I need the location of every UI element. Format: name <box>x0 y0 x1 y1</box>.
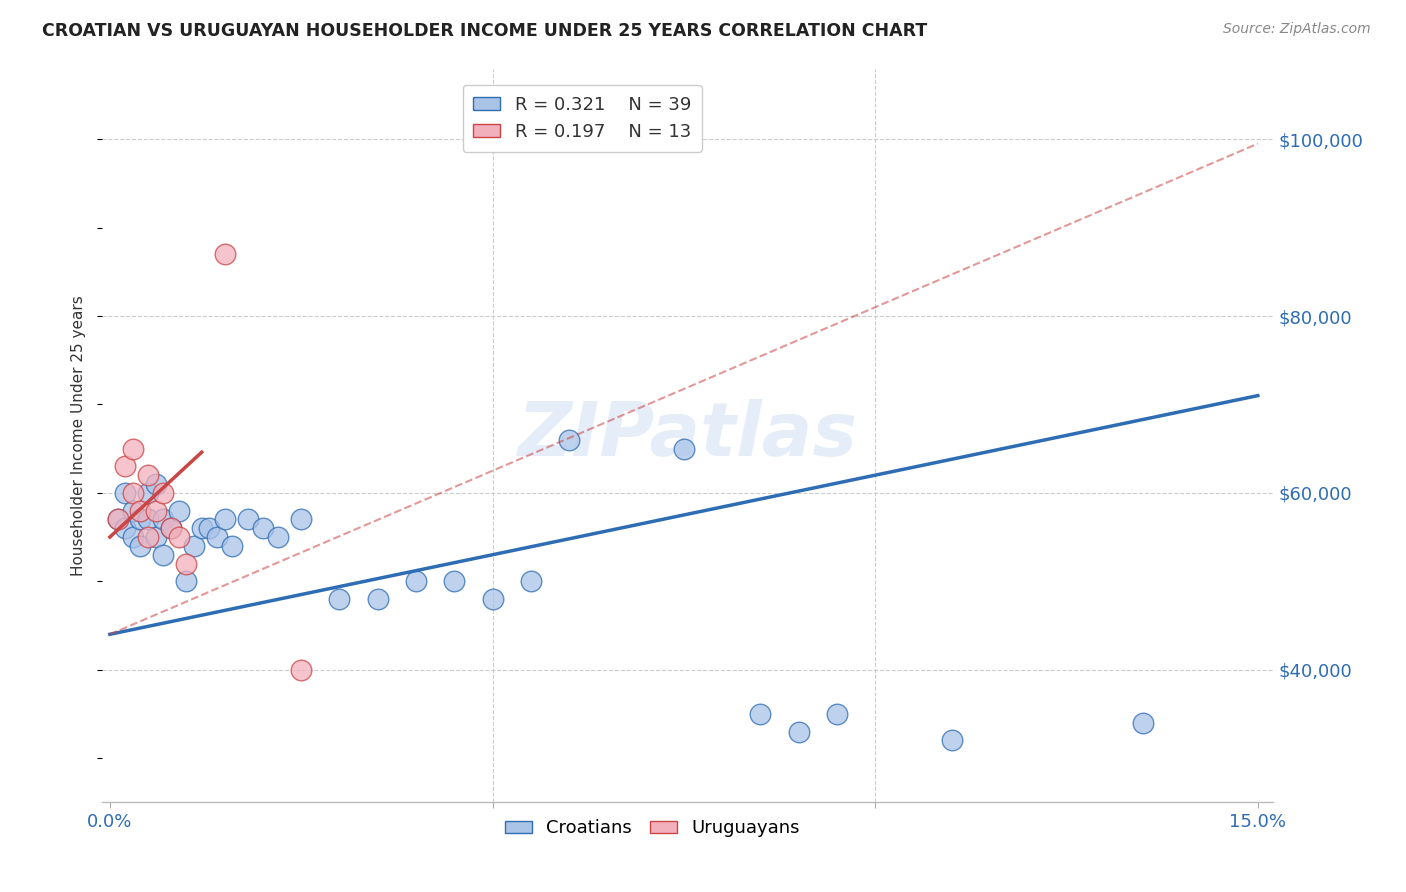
Point <box>252 521 274 535</box>
Text: CROATIAN VS URUGUAYAN HOUSEHOLDER INCOME UNDER 25 YEARS CORRELATION CHART: CROATIAN VS URUGUAYAN HOUSEHOLDER INCOME… <box>42 22 928 40</box>
Point <box>107 512 129 526</box>
Point <box>214 247 236 261</box>
Point <box>236 512 259 526</box>
Point <box>160 521 183 535</box>
Legend: Croatians, Uruguayans: Croatians, Uruguayans <box>498 812 807 845</box>
Point <box>129 512 152 526</box>
Point <box>145 477 167 491</box>
Point <box>672 442 695 456</box>
Point <box>520 574 543 589</box>
Point <box>367 591 389 606</box>
Point <box>145 530 167 544</box>
Point <box>176 557 198 571</box>
Point <box>121 503 143 517</box>
Point <box>198 521 221 535</box>
Point <box>121 530 143 544</box>
Point <box>136 486 159 500</box>
Point <box>267 530 290 544</box>
Point <box>129 539 152 553</box>
Point <box>129 503 152 517</box>
Point <box>221 539 243 553</box>
Point <box>941 733 963 747</box>
Point <box>152 486 174 500</box>
Point <box>152 548 174 562</box>
Point <box>1132 715 1154 730</box>
Point <box>145 503 167 517</box>
Point <box>825 706 848 721</box>
Point <box>152 512 174 526</box>
Point <box>121 486 143 500</box>
Point <box>787 724 810 739</box>
Point <box>205 530 228 544</box>
Point <box>114 459 136 474</box>
Point <box>136 468 159 483</box>
Point <box>405 574 427 589</box>
Point <box>214 512 236 526</box>
Text: Source: ZipAtlas.com: Source: ZipAtlas.com <box>1223 22 1371 37</box>
Point <box>136 530 159 544</box>
Point <box>136 512 159 526</box>
Point <box>167 530 190 544</box>
Point <box>290 663 312 677</box>
Point <box>328 591 350 606</box>
Point <box>190 521 212 535</box>
Point <box>749 706 772 721</box>
Point <box>114 521 136 535</box>
Point <box>167 503 190 517</box>
Point <box>290 512 312 526</box>
Point <box>183 539 205 553</box>
Point <box>558 433 581 447</box>
Point <box>443 574 465 589</box>
Y-axis label: Householder Income Under 25 years: Householder Income Under 25 years <box>72 295 86 575</box>
Point <box>481 591 503 606</box>
Point <box>107 512 129 526</box>
Point <box>114 486 136 500</box>
Point <box>121 442 143 456</box>
Point <box>160 521 183 535</box>
Point <box>176 574 198 589</box>
Text: ZIPatlas: ZIPatlas <box>517 399 858 472</box>
